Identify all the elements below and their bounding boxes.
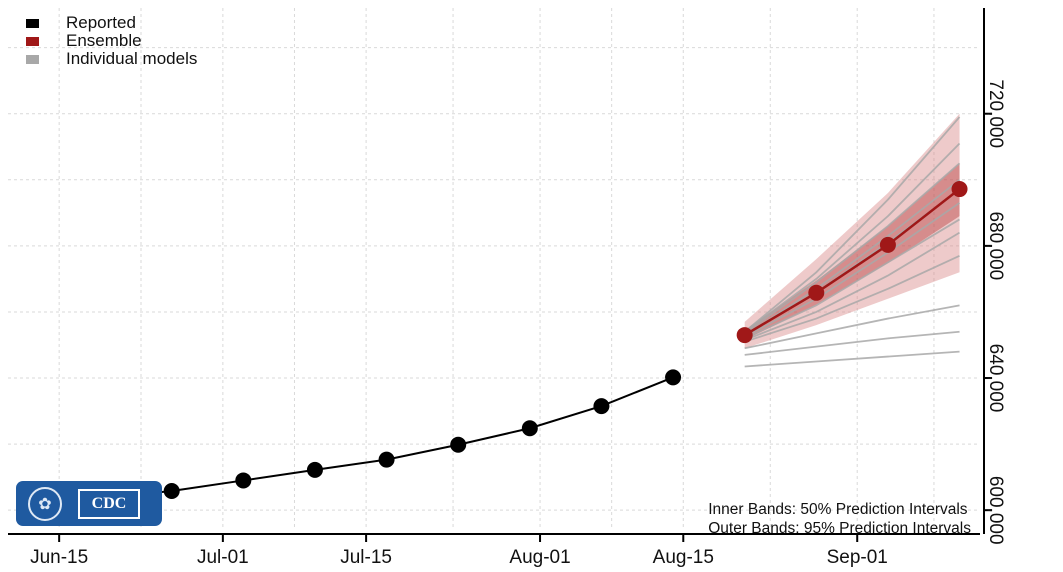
reported-point-3 <box>306 461 323 478</box>
ensemble-point-3 <box>951 181 968 198</box>
ensemble-line <box>744 188 961 337</box>
individual-model-line-10 <box>744 330 960 356</box>
legend-label-reported: Reported <box>66 13 136 32</box>
hhs-eagle-icon: ✿ <box>28 486 62 521</box>
reported-point-7 <box>593 398 610 415</box>
individual-model-line-6 <box>744 218 960 340</box>
individual-model-line-11 <box>744 350 960 368</box>
tick-labels: Jun-15 Jul-01 Jul-15 Aug-01 Aug-15 Sep-01 600,… <box>30 79 1006 568</box>
individual-model-line-5 <box>744 202 961 338</box>
y-tick-label-3: 720,000 <box>985 79 1006 148</box>
x-tick-label-4: Aug-15 <box>653 547 714 568</box>
cdc-logo-text: CDC <box>78 488 140 519</box>
individual-model-line-0 <box>744 116 961 333</box>
inner-bands-note: Inner Bands: 50% Prediction Intervals <box>708 501 968 518</box>
x-tick-label-2: Jul-15 <box>340 547 392 568</box>
individual-model-line-2 <box>744 162 961 335</box>
x-tick-label-1: Jul-01 <box>197 547 249 568</box>
x-tick-label-3: Aug-01 <box>509 547 570 568</box>
grid-lines <box>8 8 980 530</box>
y-tick-label-0: 600,000 <box>985 476 1006 545</box>
reported-point-4 <box>378 451 395 468</box>
individual-model-line-9 <box>744 304 960 350</box>
individual-model-line-1 <box>744 142 961 333</box>
axes <box>8 8 992 542</box>
y-tick-label-2: 680,000 <box>985 212 1006 281</box>
legend-swatch-ensemble <box>26 36 39 46</box>
outer-bands-note: Outer Bands: 95% Prediction Intervals <box>708 520 971 537</box>
reported-point-2 <box>235 472 252 489</box>
legend-label-ensemble: Ensemble <box>66 31 142 50</box>
legend: Reported Ensemble Individual models <box>26 13 198 68</box>
outer-band <box>744 113 960 349</box>
individual-model-line-7 <box>744 231 960 341</box>
ensemble-point-1 <box>808 284 825 301</box>
reported-point-1 <box>163 483 180 500</box>
legend-item-individual-models: Individual models <box>26 49 198 68</box>
legend-item-ensemble: Ensemble <box>26 31 197 50</box>
series-points <box>92 181 968 507</box>
reported-point-5 <box>450 436 467 453</box>
reported-point-6 <box>521 420 538 437</box>
legend-swatch-reported <box>26 18 39 28</box>
x-tick-label-5: Sep-01 <box>827 547 888 568</box>
cdc-logo: ✿ CDC <box>16 481 162 526</box>
individual-model-line-8 <box>744 254 960 343</box>
individual-model-line-3 <box>744 179 961 336</box>
interval-notes: Inner Bands: 50% Prediction Intervals Ou… <box>708 500 971 538</box>
series-lines <box>99 188 961 500</box>
legend-item-reported: Reported <box>26 13 197 32</box>
legend-swatch-individual-models <box>26 54 39 64</box>
ensemble-point-0 <box>736 327 753 344</box>
reported-line <box>99 376 674 500</box>
y-tick-label-1: 640,000 <box>985 344 1006 413</box>
reported-point-8 <box>665 369 682 386</box>
x-tick-label-0: Jun-15 <box>30 547 88 568</box>
ensemble-bands <box>744 113 960 349</box>
ensemble-point-2 <box>879 236 896 253</box>
legend-label-individual-models: Individual models <box>66 49 198 68</box>
